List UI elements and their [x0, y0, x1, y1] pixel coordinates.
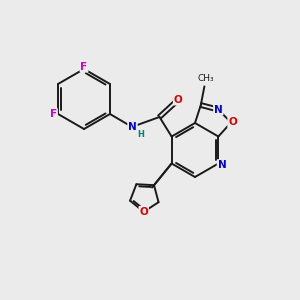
Text: F: F	[50, 109, 57, 119]
Text: O: O	[140, 207, 148, 217]
Text: N: N	[214, 105, 223, 115]
Text: H: H	[137, 130, 144, 139]
Text: N: N	[128, 122, 137, 133]
Text: O: O	[174, 94, 182, 105]
Text: O: O	[228, 118, 237, 128]
Text: F: F	[80, 61, 88, 72]
Text: CH₃: CH₃	[198, 74, 214, 83]
Text: N: N	[218, 160, 226, 170]
